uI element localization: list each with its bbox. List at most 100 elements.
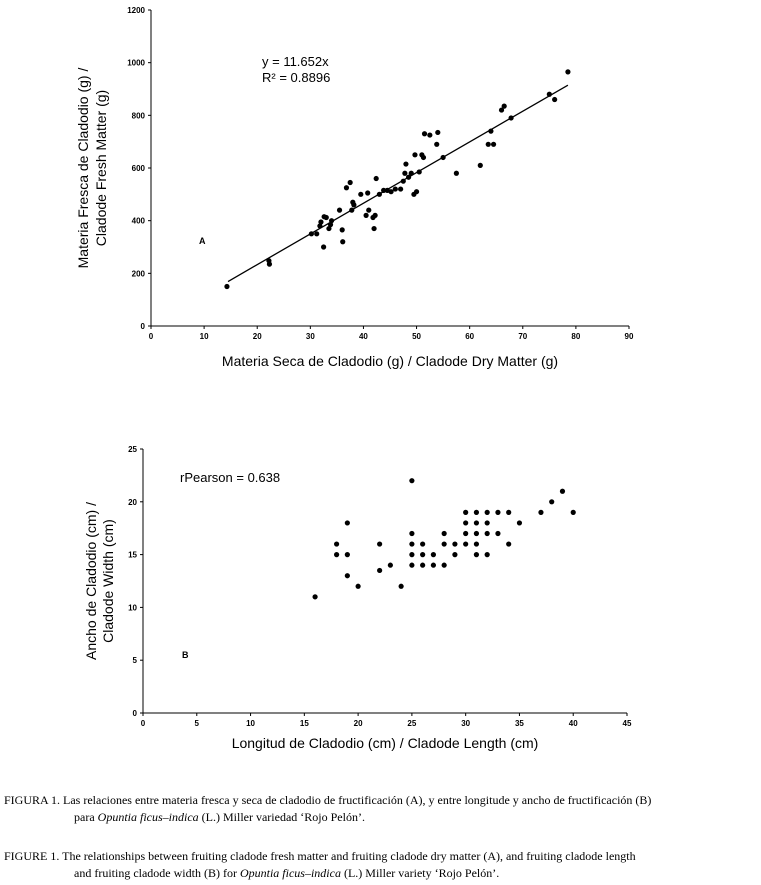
chart-b-data-point [559,488,566,494]
chart-a-x-tick-label: 10 [200,332,209,341]
chart-b-y-axis-label-line: Cladode Width (cm) [100,519,116,643]
chart-a-data-point [339,227,345,233]
chart-a-data-point [398,186,404,192]
chart-a-x-tick-label: 90 [625,332,634,341]
chart-b-data-point [387,562,393,568]
caption-es-species: Opuntia ficus–indica [97,810,199,824]
chart-a-data-point [314,231,320,237]
chart-a-data-point [392,186,398,192]
chart-a-data-point [343,185,350,191]
chart-b: 0 5 10 15 20 25 30 35 40 45 0 5 10 15 20 25 Longitud de … [83,445,632,751]
chart-b-data-point [420,541,426,547]
chart-b-x-tick-label: 25 [407,719,416,728]
chart-a-data-point [351,202,357,208]
chart-a-data-point [318,219,324,225]
chart-a-data-point [388,189,394,195]
chart-b-data-point [430,562,436,568]
chart-a-data-point [326,225,332,232]
chart-b-y-tick-label: 20 [128,498,137,507]
chart-a-x-tick-label: 20 [253,332,262,341]
chart-a-data-point [508,115,514,121]
chart-b-data-point [409,530,415,537]
chart-b-x-tick-label: 15 [300,719,309,728]
chart-a-data-point [376,191,382,197]
chart-b-x-tick-label: 5 [195,719,200,728]
caption-en-line2-pre: and fruiting cladode width (B) for [74,866,240,880]
chart-b-annotation-line: rPearson = 0.638 [180,470,280,485]
chart-b-data-point [473,552,480,558]
chart-a-panel-label: A [199,236,206,246]
chart-a-trendline [227,84,569,283]
chart-b-data-point [409,552,415,558]
chart-b-data-point [538,509,544,515]
chart-a-annotation-line: R² = 0.8896 [262,70,330,85]
chart-a-y-tick-label: 1200 [127,6,145,15]
chart-a-y-axis-label-line: Cladode Fresh Matter (g) [93,90,109,246]
chart-b-data-point [430,552,436,558]
chart-a-data-point [501,103,507,109]
chart-a-data-point [366,207,372,213]
chart-a-data-point [373,175,379,182]
chart-b-data-point [441,530,447,537]
caption-en-line2-post: (L.) Miller variety ‘Rojo Pelón’. [340,866,500,880]
chart-b-data-point [452,552,458,558]
chart-b-data-point [355,583,361,589]
chart-a-data-point [349,207,355,213]
chart-a-data-point [427,132,433,138]
chart-a-data-point [317,223,323,229]
chart-b-data-point [344,520,350,526]
chart-b-x-tick-label: 45 [623,719,632,728]
chart-b-data-point [506,541,512,547]
chart-a-data-point [402,170,408,176]
caption-es-line2-pre: para [74,810,98,824]
chart-a-y-tick-label: 800 [132,111,146,120]
chart-a-x-tick-label: 50 [412,332,421,341]
caption-en-label: FIGURE 1. [4,849,60,863]
chart-a-data-point [498,107,505,113]
chart-a-data-point [421,131,428,137]
chart-a-data-point [416,169,422,175]
chart-a-annotation-line: y = 11.652x [262,54,329,69]
chart-b-data-point [463,509,469,515]
chart-a-data-point [323,214,329,221]
chart-a-data-point [308,231,314,237]
chart-b-y-tick-label: 15 [128,551,137,560]
chart-a-data-point [420,154,427,161]
chart-b-data-point [409,562,415,568]
chart-b-data-point [334,541,340,547]
chart-a-data-point [340,239,346,245]
chart-b-data-point [495,530,501,537]
chart-a-data-point [453,170,459,176]
chart-b-data-point [484,520,490,526]
chart-a-data-point [565,69,571,75]
chart-b-data-point [484,509,490,515]
chart-b-data-point [377,541,383,547]
caption-en-species: Opuntia ficus–indica [239,866,341,880]
chart-a-data-point [381,187,387,193]
chart-b-x-axis-label: Longitud de Cladodio (cm) / Cladode Leng… [232,735,539,751]
chart-b-data-point [473,530,480,537]
caption-es-line1: Las relaciones entre materia fresca y se… [63,793,652,807]
chart-a-x-tick-label: 60 [465,332,474,341]
chart-b-x-tick-label: 30 [461,719,470,728]
chart-a-y-tick-label: 200 [132,269,146,278]
chart-a-data-point [363,212,369,218]
chart-b-data-point [409,541,415,547]
caption-es-label: FIGURA 1. [4,793,61,807]
chart-a-data-point [485,141,491,147]
chart-a-data-point [400,178,406,184]
chart-a-data-point [321,244,327,250]
chart-a-data-point [336,207,343,213]
caption-es-line2-post: (L.) Miller variedad ‘Rojo Pelón’. [198,810,365,824]
chart-b-data-point [409,478,415,484]
chart-b-data-point [420,552,426,558]
chart-b-data-point [473,541,480,547]
chart-a-data-point [477,162,483,168]
chart-b-data-point [549,499,555,505]
chart-a-x-tick-label: 0 [149,332,154,341]
chart-b-data-point [463,541,469,547]
caption-en-line2: and fruiting cladode width (B) for Opunt… [4,865,760,882]
chart-a-data-point [488,128,494,134]
chart-a-y-tick-label: 1000 [127,59,145,68]
chart-a-y-axis-label-line: Materia Fresca de Cladodio (g) / [75,68,91,269]
